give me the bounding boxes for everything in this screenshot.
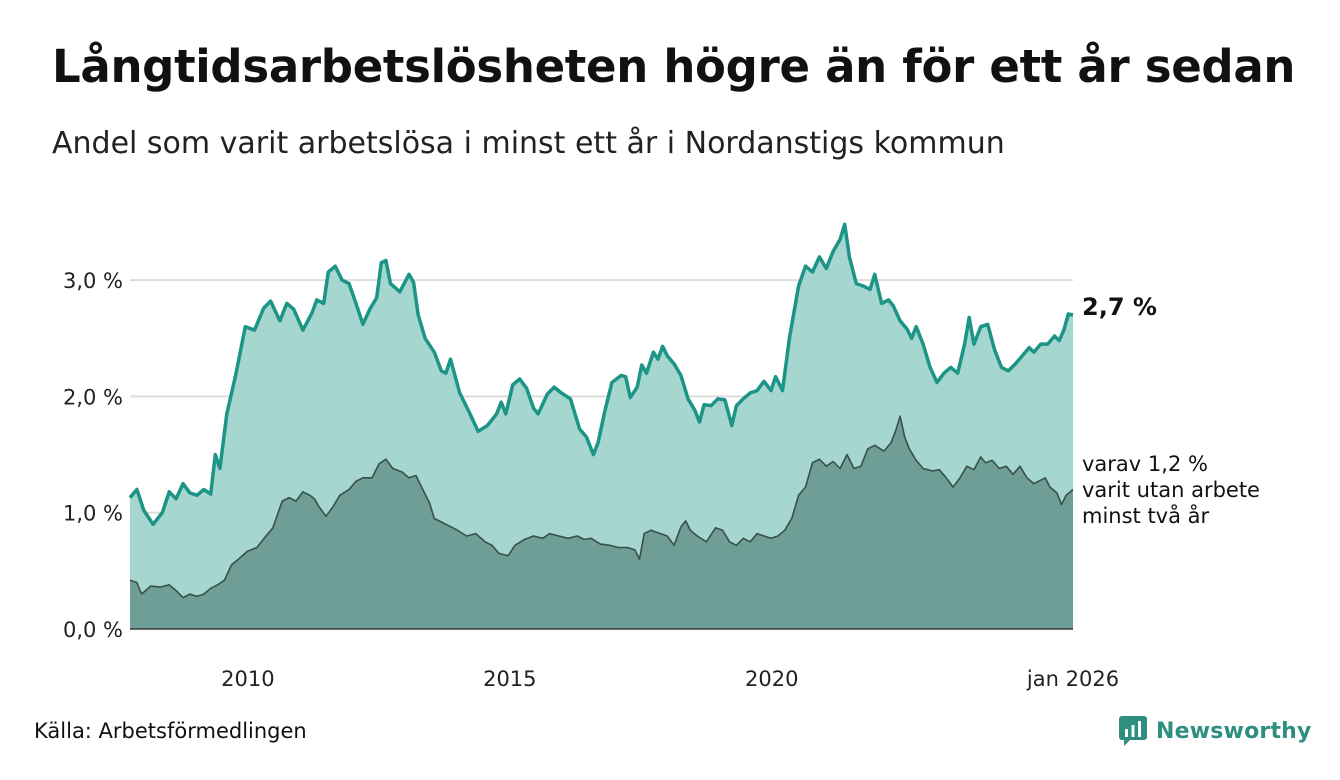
y-axis-ticks: 0,0 % 1,0 % 2,0 % 3,0 % xyxy=(63,269,123,642)
area-unemployed-two-years xyxy=(130,416,1073,629)
sub-series-label-line-3: minst två år xyxy=(1082,503,1210,528)
x-axis-ticks: 2010 2015 2020 jan 2026 xyxy=(221,667,1119,691)
x-tick-label: 2010 xyxy=(221,667,274,691)
x-tick-label: 2020 xyxy=(745,667,798,691)
y-tick-label: 2,0 % xyxy=(63,385,123,409)
chart-area: 0,0 % 1,0 % 2,0 % 3,0 % 2010 2015 2020 jan 202… xyxy=(63,222,1260,691)
line-unemployed-two-years xyxy=(129,415,1074,599)
x-tick-label: 2015 xyxy=(483,667,536,691)
y-tick-label: 3,0 % xyxy=(63,269,123,293)
sub-series-label-line-2: varit utan arbete xyxy=(1082,478,1260,502)
line-long-term-unemployed xyxy=(128,222,1074,527)
source-note: Källa: Arbetsförmedlingen xyxy=(34,719,307,743)
y-tick-label: 0,0 % xyxy=(63,618,123,642)
chart-title: Långtidsarbetslösheten högre än för ett … xyxy=(52,40,1296,93)
main-series-end-label: 2,7 % xyxy=(1082,293,1157,321)
newsworthy-logo-icon xyxy=(1119,716,1147,746)
chart-subtitle: Andel som varit arbetslösa i minst ett å… xyxy=(52,126,1005,161)
brand-logo[interactable]: Newsworthy xyxy=(1118,714,1312,748)
x-tick-label: jan 2026 xyxy=(1026,667,1119,691)
sub-series-label-line-1: varav 1,2 % xyxy=(1082,452,1208,476)
y-tick-label: 1,0 % xyxy=(63,502,123,526)
brand-name: Newsworthy xyxy=(1156,718,1312,744)
